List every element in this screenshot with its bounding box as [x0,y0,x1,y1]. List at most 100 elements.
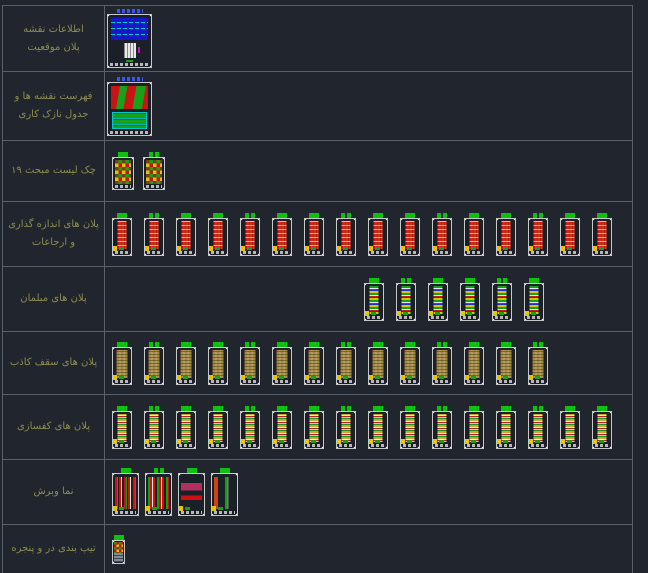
plan-graphic [341,220,351,249]
sheet-thumbnail[interactable] [145,468,172,516]
sheet-thumbnail[interactable] [396,277,416,321]
sheet-thumbnail[interactable] [560,212,580,256]
sheet-thumbnail[interactable] [112,152,134,190]
plan-graphic [341,413,351,442]
scale-mark [215,375,220,379]
title-block-graphic [111,18,148,40]
sheet-thumbnail[interactable] [143,152,165,190]
sheet-thumbnail[interactable] [528,212,548,256]
sheet-frame [336,410,356,449]
sheet-thumbnail[interactable] [208,405,228,449]
sheet-thumbnail[interactable] [240,405,260,449]
sheet-tab-icon [597,212,607,218]
sheet-thumbnail[interactable] [107,76,152,136]
sheet-thumbnail[interactable] [240,212,260,256]
sheet-thumbnail[interactable] [492,277,512,321]
sheet-thumbnail[interactable] [208,341,228,385]
title-strip [339,379,353,383]
sheet-thumbnail[interactable] [304,212,324,256]
sheet-tab-icon [533,212,543,218]
sheet-thumbnail[interactable] [528,341,548,385]
plan-graphic [181,413,191,442]
sheet-thumbnail[interactable] [496,341,516,385]
sheet-thumbnail[interactable] [112,212,132,256]
north-arrow-mark [497,374,501,380]
sheet-thumbnail[interactable] [464,405,484,449]
row-false-ceiling-plans: پلان های سقف کاذب [3,332,632,395]
plan-graphic [597,413,607,442]
sheet-thumbnail[interactable] [524,277,544,321]
sheet-thumbnail[interactable] [336,341,356,385]
sheet-thumbnail[interactable] [400,212,420,256]
sheet-thumbnail[interactable] [272,212,292,256]
sheet-thumbnail[interactable] [112,405,132,449]
scale-mark [183,375,188,379]
sheet-thumbnail[interactable] [144,405,164,449]
sheet-thumbnail[interactable] [464,341,484,385]
sheet-thumbnail[interactable] [107,9,152,68]
sheet-thumbnail[interactable] [528,405,548,449]
sheet-tab-icon [277,405,287,411]
sheet-thumbnail[interactable] [368,405,388,449]
sheet-thumbnail[interactable] [368,212,388,256]
row-label: اطلاعات نقشه پلان موقعیت [3,6,105,71]
sheet-tab-icon [497,277,507,283]
scale-mark [311,375,316,379]
sheet-thumbnail[interactable] [208,212,228,256]
sheet-tab-icon [277,212,287,218]
sheet-frame [460,282,480,321]
sheet-thumbnail[interactable] [144,212,164,256]
sheet-thumbnail[interactable] [112,341,132,385]
sheet-tab-icon [120,468,131,473]
sheet-thumbnail[interactable] [112,468,139,516]
sheet-frame [528,410,548,449]
sheet-thumbnail[interactable] [304,341,324,385]
sheet-thumbnail[interactable] [176,212,196,256]
scale-mark [247,375,252,379]
sheet-thumbnail[interactable] [496,212,516,256]
sheet-thumbnail[interactable] [400,405,420,449]
sheet-thumbnail[interactable] [144,341,164,385]
sheet-thumbnail[interactable] [592,405,612,449]
sheet-thumbnail[interactable] [240,341,260,385]
plan-graphic [115,477,136,509]
sheet-thumbnail[interactable] [364,277,384,321]
plan-graphic [212,349,224,378]
sheet-tab-icon [469,212,479,218]
sheet-thumbnail[interactable] [428,277,448,321]
sheet-frame [112,410,132,449]
north-arrow-mark [465,438,469,444]
sheet-thumbnail[interactable] [272,341,292,385]
sheet-thumbnail[interactable] [432,212,452,256]
sheet-thumbnail[interactable] [432,405,452,449]
sheet-thumbnail[interactable] [560,405,580,449]
sheet-thumbnail[interactable] [178,468,205,516]
sheet-thumbnail[interactable] [176,341,196,385]
sheet-thumbnail[interactable] [460,277,480,321]
scale-mark [439,246,444,250]
sheet-thumbnail[interactable] [112,534,125,564]
sheet-thumbnail[interactable] [496,405,516,449]
sheet-thumbnail[interactable] [336,212,356,256]
sheet-tab-icon [181,405,191,411]
sheet-thumbnail[interactable] [368,341,388,385]
title-strip [467,443,481,447]
sheet-thumbnail[interactable] [432,341,452,385]
sheet-tab-icon [437,405,447,411]
sheet-thumbnail[interactable] [592,212,612,256]
scale-mark [183,246,188,250]
sheet-thumbnail[interactable] [176,405,196,449]
sheet-thumbnail[interactable] [464,212,484,256]
scale-mark [152,507,157,510]
title-strip [211,443,225,447]
sheet-thumbnail[interactable] [272,405,292,449]
sheet-frame [432,346,452,385]
scale-mark [599,246,604,250]
sheet-frame [304,410,324,449]
sheet-thumbnail[interactable] [211,468,238,516]
sheet-thumbnail[interactable] [336,405,356,449]
sheet-thumbnail[interactable] [304,405,324,449]
sheet-tab-icon [373,405,383,411]
sheet-thumbnail[interactable] [400,341,420,385]
